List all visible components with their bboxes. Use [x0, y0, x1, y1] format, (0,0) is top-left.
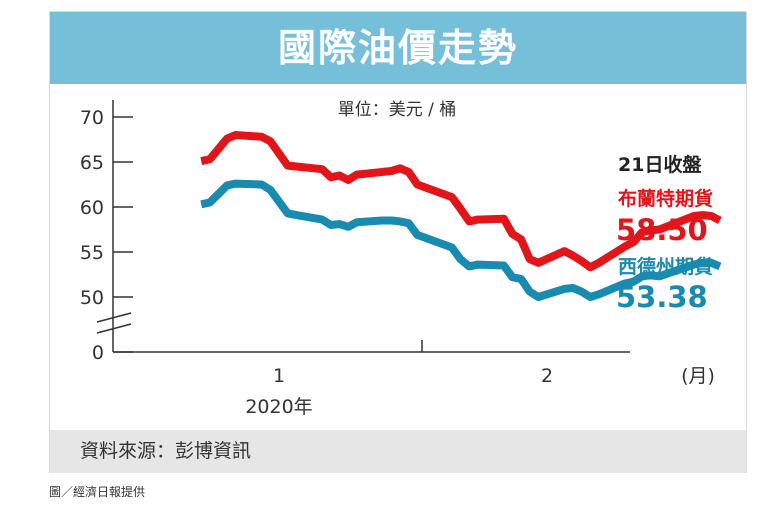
series-line-wti [200, 179, 722, 301]
wti-close-value: 53.38 [616, 280, 708, 314]
y-tick-label: 60 [80, 197, 104, 219]
title-banner: 國際油價走勢 [50, 12, 746, 84]
y-tick-label: 55 [80, 242, 104, 264]
image-credit: 圖／經濟日報提供 [49, 485, 146, 499]
y-tick-label: 65 [80, 152, 104, 174]
close-date-label: 21日收盤 [618, 153, 702, 176]
brent-series-name: 布蘭特期貨 [618, 187, 713, 210]
brent-close-value: 58.50 [616, 213, 708, 247]
source-bar: 資料來源：彭博資訊 [50, 430, 746, 473]
axis-break-mark [96, 323, 132, 334]
y-tick-label: 0 [92, 342, 104, 364]
source-note: 資料來源：彭博資訊 [80, 440, 252, 462]
chart-title: 國際油價走勢 [277, 26, 518, 70]
wti-series-name: 西德州期貨 [618, 255, 713, 278]
year-label: 2020年 [245, 396, 312, 418]
y-tick-label: 50 [80, 287, 104, 309]
x-axis-unit: (月) [681, 365, 715, 387]
axis-break-mark [96, 312, 132, 323]
y-tick-label: 70 [80, 107, 104, 129]
unit-label: 單位：美元 / 桶 [338, 100, 457, 120]
series-line-brent [200, 131, 722, 272]
x-tick-label: 1 [273, 365, 285, 387]
x-tick-label: 2 [541, 365, 553, 387]
